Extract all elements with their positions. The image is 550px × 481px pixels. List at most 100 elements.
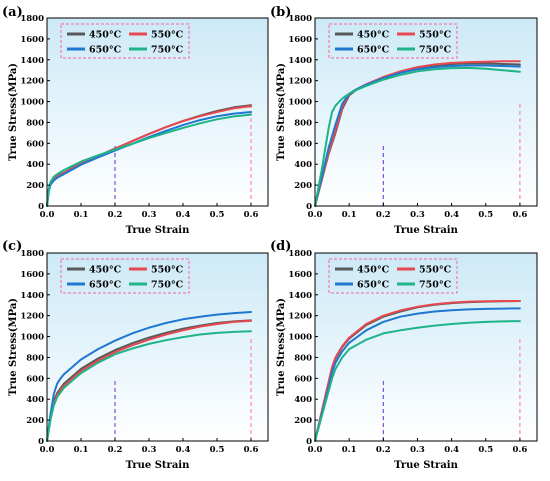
x-tick-label: 0.6 [244,210,259,220]
legend-label: 650°C [357,45,390,56]
panel-label: (a) [2,5,23,20]
y-tick-label: 0 [38,437,44,447]
x-tick-label: 0.5 [210,445,225,455]
series-line [314,60,521,207]
y-tick-label: 0 [306,202,312,212]
x-tick-label: 0.0 [308,210,323,220]
x-tick-label: 0.6 [244,445,259,455]
y-axis-title: True Stress(MPa) [8,298,19,396]
chart-panel: (b) 0.0 0.1 0.2 0.3 0.4 0.5 0.6 0 200 400 600 800 100… [270,5,538,236]
y-tick-label: 1800 [20,14,44,24]
y-tick-label: 200 [294,416,312,426]
legend-box [60,23,190,59]
legend-label: 450°C [357,265,390,276]
x-tick-label: 0.0 [40,210,55,220]
x-tick-label: 0.4 [176,445,191,455]
y-tick-label: 1600 [288,270,312,280]
x-tick-label: 0.6 [513,210,528,220]
y-tick-label: 1200 [288,312,312,322]
y-tick-label: 800 [26,118,44,128]
y-tick-label: 800 [294,118,312,128]
y-tick-label: 400 [26,395,44,405]
y-tick-label: 800 [294,353,312,363]
y-tick-label: 1400 [20,56,44,66]
legend-box [328,23,458,59]
y-tick-label: 200 [26,416,44,426]
series-line [314,66,521,207]
y-axis-title: True Stress(MPa) [276,63,287,161]
series-line [46,113,252,207]
legend-label: 550°C [151,265,184,276]
y-tick-label: 1600 [20,35,44,45]
x-tick-label: 0.4 [176,210,191,220]
x-tick-label: 0.6 [513,445,528,455]
series-line [46,311,252,442]
y-tick-label: 600 [26,139,44,149]
axes-frame [46,252,269,442]
y-tick-label: 1400 [20,291,44,301]
x-tick-label: 0.4 [444,210,459,220]
axes-frame [46,17,269,207]
x-tick-label: 0.1 [342,445,357,455]
y-tick-label: 1200 [288,77,312,87]
y-tick-label: 400 [294,395,312,405]
y-axis-title: True Stress(MPa) [276,298,287,396]
series-line [314,320,521,442]
y-tick-label: 1000 [20,333,44,343]
x-tick-label: 0.2 [376,445,391,455]
y-tick-label: 1400 [288,291,312,301]
series-line [314,300,521,442]
y-tick-label: 1400 [288,56,312,66]
y-tick-label: 1200 [20,312,44,322]
y-tick-label: 1000 [288,98,312,108]
series-line [314,307,521,442]
x-tick-label: 0.5 [478,210,493,220]
legend-label: 750°C [419,280,452,291]
x-tick-label: 0.5 [478,445,493,455]
series-line [314,64,521,207]
x-tick-label: 0.3 [142,210,157,220]
y-tick-label: 1000 [20,98,44,108]
x-tick-label: 0.0 [308,445,323,455]
y-tick-label: 1800 [288,249,312,259]
legend-label: 450°C [89,265,122,276]
axes-frame [314,17,538,207]
y-tick-label: 400 [294,160,312,170]
y-tick-label: 200 [26,181,44,191]
chart-panel: (d) 0.0 0.1 0.2 0.3 0.4 0.5 0.6 0 200 400 600 800 100… [270,239,538,471]
y-tick-label: 1800 [288,14,312,24]
x-axis-title: True Strain [394,225,458,236]
x-tick-label: 0.2 [108,445,123,455]
chart-panel: (c) 0.0 0.1 0.2 0.3 0.4 0.5 0.6 0 200 400 600 800 100… [2,239,269,471]
series-line [46,330,252,442]
x-tick-label: 0.1 [74,445,89,455]
panel-label: (d) [270,239,291,254]
legend-label: 550°C [419,30,452,41]
y-tick-label: 1600 [20,270,44,280]
x-tick-label: 0.5 [210,210,225,220]
legend-box [60,258,190,294]
legend-label: 750°C [151,45,184,56]
x-tick-label: 0.1 [74,210,89,220]
legend-label: 650°C [357,280,390,291]
panel-label: (b) [270,5,291,20]
legend-label: 750°C [419,45,452,56]
x-axis-title: True Strain [394,460,458,471]
y-tick-label: 400 [26,160,44,170]
x-tick-label: 0.0 [40,445,55,455]
y-tick-label: 0 [306,437,312,447]
x-tick-label: 0.3 [142,445,157,455]
x-tick-label: 0.3 [410,210,425,220]
y-tick-label: 600 [294,374,312,384]
y-tick-label: 600 [294,139,312,149]
y-tick-label: 1000 [288,333,312,343]
y-tick-label: 200 [294,181,312,191]
legend-label: 650°C [89,45,122,56]
x-tick-label: 0.2 [108,210,123,220]
x-axis-title: True Strain [126,460,190,471]
panel-label: (c) [2,239,22,254]
legend-label: 650°C [89,280,122,291]
y-tick-label: 800 [26,353,44,363]
y-tick-label: 1200 [20,77,44,87]
legend-label: 750°C [151,280,184,291]
